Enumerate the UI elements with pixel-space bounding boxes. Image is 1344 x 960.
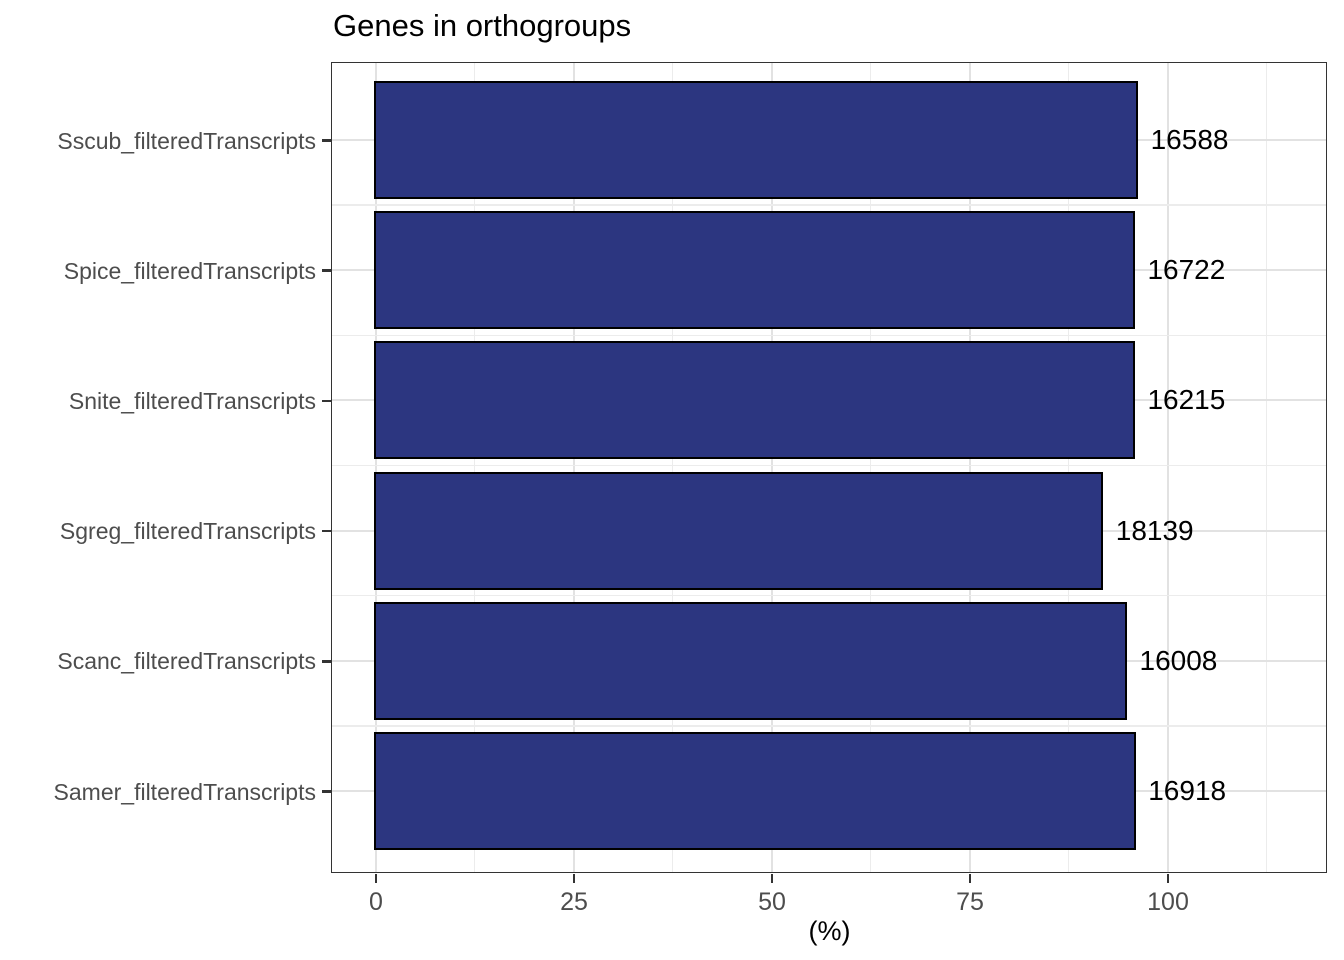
x-axis-tick-label: 25 [560,888,588,916]
y-axis-tick [322,660,331,663]
gridline-horizontal-minor [332,204,1326,206]
bar-Samer_filteredTranscripts [374,732,1136,850]
x-axis-tick [572,874,576,883]
bar-Sscub_filteredTranscripts [374,81,1139,199]
x-axis-tick-label: 100 [1147,888,1189,916]
gridline-vertical-major [770,63,773,872]
gridline-vertical-major [374,63,377,872]
y-axis-label-Spice_filteredTranscripts: Spice_filteredTranscripts [63,257,316,284]
gridline-vertical-major [572,63,575,872]
bar-Sgreg_filteredTranscripts [374,471,1104,590]
gridline-vertical-minor [473,63,476,872]
y-axis-label-Snite_filteredTranscripts: Snite_filteredTranscripts [68,387,316,414]
bar-Scanc_filteredTranscripts [374,601,1128,720]
gridline-horizontal-minor [332,594,1326,597]
gridline-horizontal-minor [332,334,1326,337]
bar-value-label: 16918 [1148,775,1227,806]
bar-value-label: 16588 [1150,124,1229,155]
x-axis-tick [770,874,774,883]
x-axis-title: (%) [808,916,851,946]
bar-value-label: 16722 [1147,254,1226,286]
chart-title: Genes in orthogroups [333,8,632,43]
bar-value-label: 18139 [1115,514,1194,546]
gridline-vertical-minor [869,63,872,872]
x-axis-tick-label: 75 [956,888,984,916]
x-axis-tick [374,874,378,883]
y-axis-tick [322,529,331,533]
y-axis-label-Scanc_filteredTranscripts: Scanc_filteredTranscripts [57,648,316,675]
y-axis-tick [322,790,331,793]
bar-Snite_filteredTranscripts [374,341,1135,460]
gridline-vertical-major [968,63,971,872]
gridline-horizontal-minor [332,725,1326,727]
gridline-vertical-minor [671,63,674,872]
gridline-vertical-major [1166,63,1169,872]
y-axis-tick [322,399,331,403]
x-axis-tick-label: 0 [369,888,383,916]
bar-value-label: 16215 [1147,384,1226,416]
y-axis-tick [322,139,331,142]
y-axis-tick [322,269,331,272]
gridline-vertical-minor [1265,63,1268,872]
y-axis-label-Sgreg_filteredTranscripts: Sgreg_filteredTranscripts [59,518,316,545]
plot-panel: 16588 16722 16215 18139 16008 16918 [331,62,1327,873]
gridline-horizontal-minor [332,464,1326,467]
x-axis-tick-label: 50 [758,888,786,916]
gridline-vertical-minor [1067,63,1070,872]
y-axis-label-Sscub_filteredTranscripts: Sscub_filteredTranscripts [57,127,316,154]
bar-Spice_filteredTranscripts [374,211,1135,330]
bar-value-label: 16008 [1139,644,1218,676]
x-axis-tick [1166,874,1170,883]
x-axis-tick [968,874,972,883]
y-axis-label-Samer_filteredTranscripts: Samer_filteredTranscripts [53,778,316,805]
